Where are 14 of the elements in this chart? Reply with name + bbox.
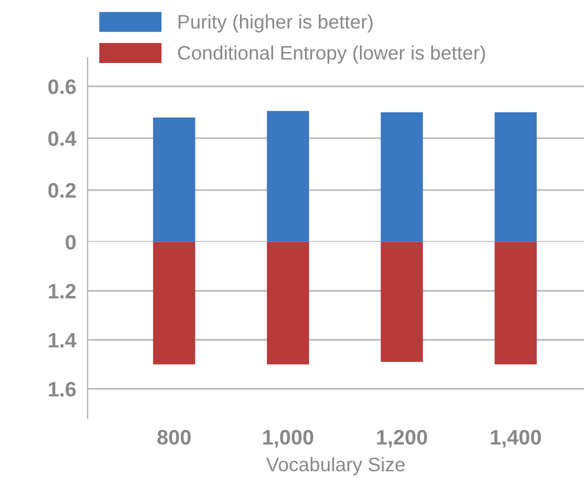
y-tick-label: 0.6 [48, 79, 76, 94]
x-axis-title: Vocabulary Size [266, 457, 405, 476]
y-tick-label: 1.2 [48, 284, 76, 298]
legend-label: Conditional Entropy (lower is better) [178, 45, 485, 64]
y-tick-label: 1.4 [48, 333, 76, 348]
x-tick-label: 1,200 [377, 430, 428, 448]
y-tick-label: 0.2 [48, 183, 76, 198]
y-tick-label: 0.4 [48, 131, 76, 146]
legend-label: Purity (higher is better) [178, 14, 373, 33]
y-tick-label: 0 [66, 234, 76, 250]
x-tick-label: 1,000 [263, 430, 314, 448]
x-tick-label: 1,400 [490, 430, 541, 448]
y-tick-label: 1.6 [48, 382, 76, 397]
x-tick-label: 800 [157, 430, 191, 445]
